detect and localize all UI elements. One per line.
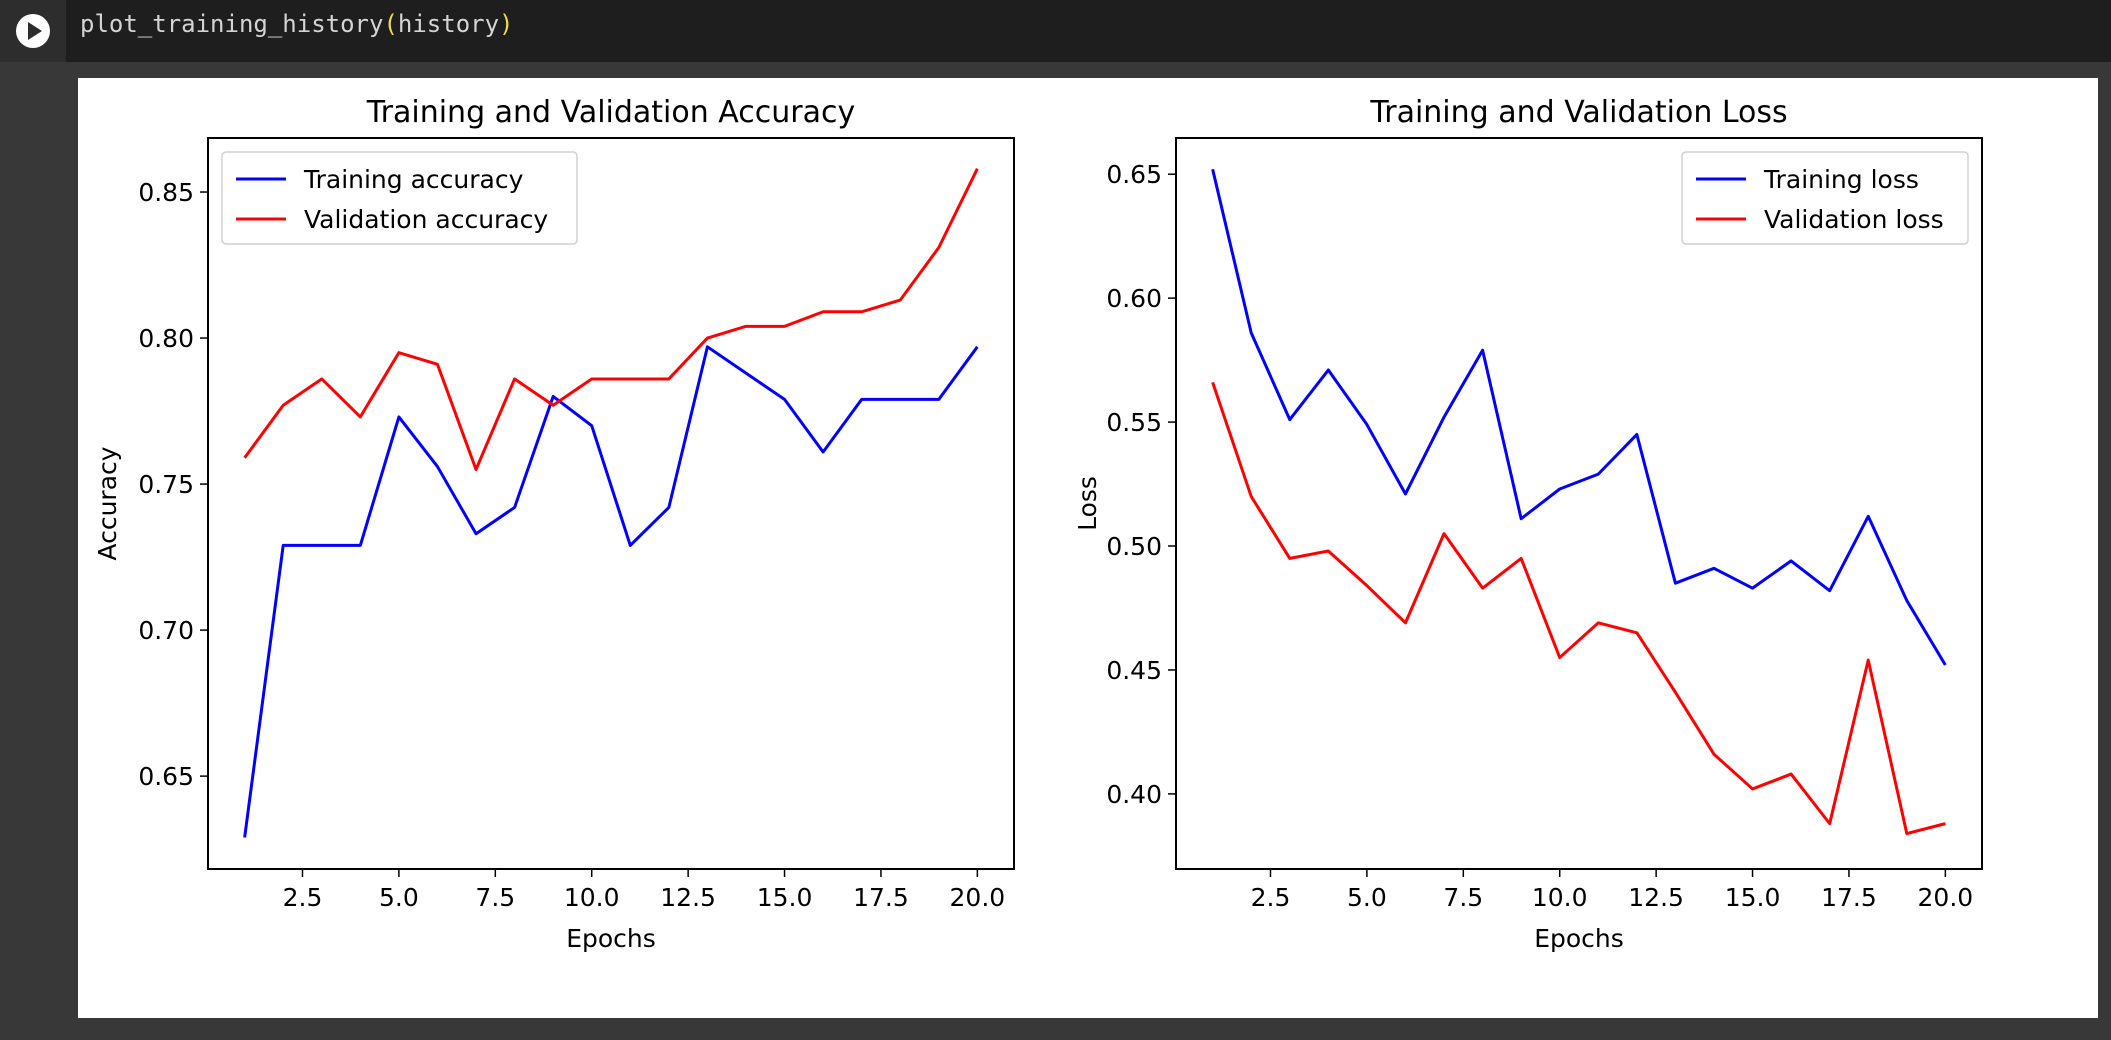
x-tick-label: 2.5 xyxy=(1251,883,1291,912)
play-icon xyxy=(16,14,50,48)
plot-frame xyxy=(1175,137,1983,870)
chart-title: Training and Validation Accuracy xyxy=(366,95,856,130)
y-tick-label: 0.85 xyxy=(138,178,194,207)
chart-title: Training and Validation Loss xyxy=(1369,95,1787,130)
y-tick-label: 0.45 xyxy=(1106,656,1162,685)
training-history-figure: Training and Validation Accuracy 2.5 5.0 7.… xyxy=(93,95,1983,953)
y-tick-label: 0.80 xyxy=(138,324,194,353)
run-cell-button[interactable] xyxy=(0,0,66,62)
chart-loss: Training and Validation Loss 2.5 5.0 7.5 10.… xyxy=(1073,95,1983,953)
legend: Training loss Validation loss xyxy=(1681,151,1969,245)
code-function-name: plot_training_history xyxy=(80,10,384,38)
legend: Training accuracy Validation accuracy xyxy=(221,151,578,245)
x-tick-label: 7.5 xyxy=(475,883,515,912)
legend-box xyxy=(221,151,578,245)
series-line-validation-loss xyxy=(1211,381,1946,836)
code-editor[interactable]: plot_training_history(history) xyxy=(66,0,2111,62)
y-axis-label: Loss xyxy=(1073,476,1102,531)
x-tick-label: 5.0 xyxy=(1347,883,1387,912)
chart-accuracy: Training and Validation Accuracy 2.5 5.0 7.… xyxy=(93,95,1015,953)
x-tick-label: 15.0 xyxy=(757,883,813,912)
y-axis-label: Accuracy xyxy=(93,446,122,560)
plot-frame xyxy=(207,137,1015,870)
code-line: plot_training_history(history) xyxy=(80,8,514,40)
series-line-validation-accuracy xyxy=(243,168,979,471)
legend-entry: Training accuracy xyxy=(303,165,524,194)
code-cell: plot_training_history(history) xyxy=(0,0,2111,62)
code-argument: history xyxy=(397,10,500,38)
y-tick-label: 0.50 xyxy=(1106,532,1162,561)
x-tick-label: 5.0 xyxy=(379,883,419,912)
y-tick-label: 0.65 xyxy=(138,762,194,791)
y-tick-label: 0.60 xyxy=(1106,284,1162,313)
x-tick-label: 20.0 xyxy=(1918,883,1974,912)
cell-output: Training and Validation Accuracy 2.5 5.0 7.… xyxy=(78,78,2098,1018)
y-tick-label: 0.75 xyxy=(138,470,194,499)
x-tick-label: 10.0 xyxy=(564,883,620,912)
x-tick-label: 7.5 xyxy=(1443,883,1483,912)
x-axis-label: Epochs xyxy=(1534,924,1624,953)
y-tick-label: 0.55 xyxy=(1106,408,1162,437)
series-line-training-loss xyxy=(1211,168,1947,666)
x-tick-label: 12.5 xyxy=(1628,883,1684,912)
x-tick-label: 10.0 xyxy=(1532,883,1588,912)
x-axis-label: Epochs xyxy=(566,924,656,953)
code-close-paren: ) xyxy=(499,10,514,38)
legend-entry: Training loss xyxy=(1763,165,1919,194)
legend-entry: Validation loss xyxy=(1764,205,1944,234)
y-tick-label: 0.40 xyxy=(1106,780,1162,809)
x-tick-label: 17.5 xyxy=(1821,883,1877,912)
x-tick-label: 12.5 xyxy=(660,883,716,912)
y-tick-label: 0.70 xyxy=(138,616,194,645)
legend-box xyxy=(1681,151,1969,245)
x-tick-label: 2.5 xyxy=(283,883,323,912)
code-open-paren: ( xyxy=(383,10,398,38)
y-tick-label: 0.65 xyxy=(1106,160,1162,189)
x-tick-label: 20.0 xyxy=(950,883,1006,912)
x-tick-label: 17.5 xyxy=(853,883,909,912)
x-tick-label: 15.0 xyxy=(1725,883,1781,912)
legend-entry: Validation accuracy xyxy=(304,205,548,234)
series-line-training-accuracy xyxy=(243,345,979,838)
